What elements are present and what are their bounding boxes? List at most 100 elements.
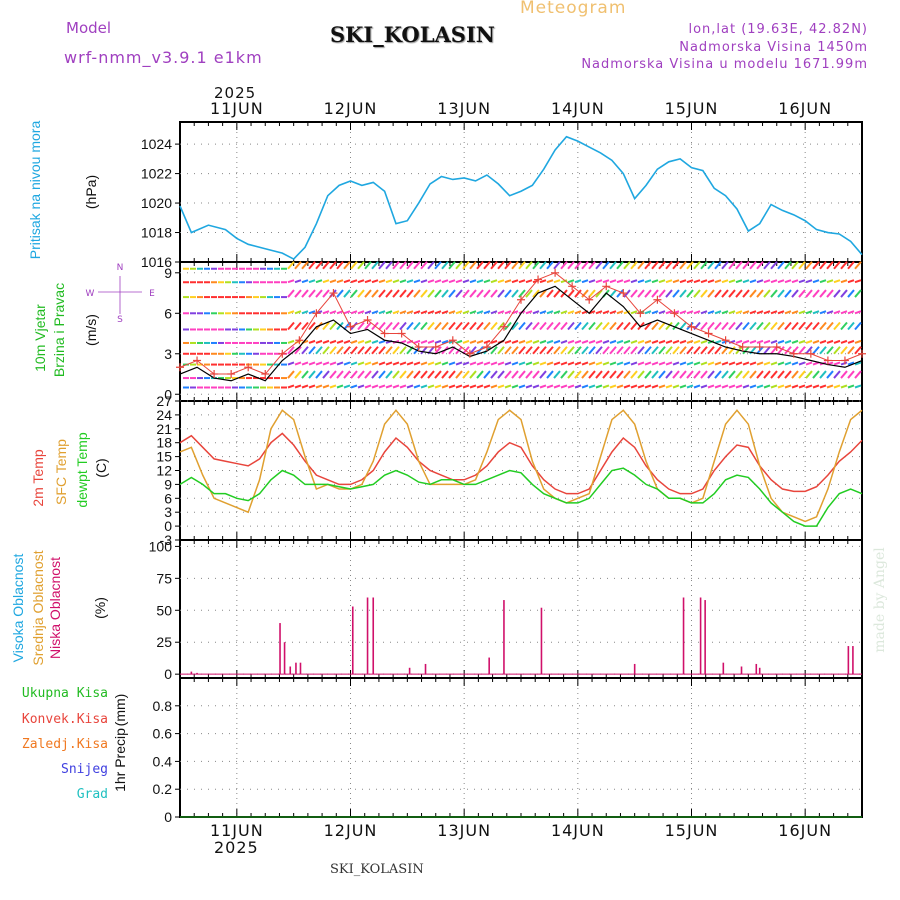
wind-arrow <box>343 361 351 366</box>
wind-arrow <box>476 261 484 270</box>
wind-arrow <box>392 310 400 315</box>
wind-arrow <box>812 321 820 331</box>
wind-arrow <box>532 310 540 315</box>
y-tick-label: 0 <box>164 518 172 534</box>
wind-arrow <box>469 346 477 355</box>
wind-arrow <box>441 361 449 366</box>
wind-arrow <box>651 339 659 344</box>
wind-arrow <box>546 310 554 315</box>
wind-arrow <box>679 289 687 298</box>
wind-arrow <box>819 384 827 389</box>
wind-arrow <box>721 310 729 315</box>
wind-arrow <box>469 279 477 284</box>
wind-arrow <box>742 261 750 270</box>
wind-arrow <box>308 279 316 284</box>
wind-arrow <box>714 370 722 379</box>
wind-arrow <box>749 361 757 366</box>
wind-arrow <box>308 289 316 298</box>
precip-legend-convective: Konvek.Kisa <box>21 712 108 727</box>
wind-arrow <box>539 370 547 379</box>
wind-arrow <box>497 310 505 315</box>
wind-arrow <box>707 261 715 270</box>
wind-arrow <box>651 289 659 298</box>
wind-arrow <box>329 279 337 284</box>
wind-arrow <box>560 384 568 389</box>
wind-arrow <box>637 361 645 366</box>
wind-arrow <box>301 279 309 284</box>
wind-arrow <box>693 339 701 344</box>
wind-arrow <box>672 370 680 379</box>
wind-arrow <box>350 384 358 389</box>
wind-arrow <box>686 370 694 379</box>
wind-arrow <box>763 321 771 331</box>
wind-arrow <box>644 346 652 355</box>
wind-arrow <box>791 384 799 389</box>
y-tick-label: 24 <box>156 407 172 423</box>
wind-arrow <box>511 370 519 379</box>
wind-arrow <box>490 310 498 315</box>
wind-gust-marker <box>789 349 798 358</box>
wind-arrow <box>294 261 302 270</box>
wind-arrow <box>308 346 316 355</box>
wind-arrow <box>441 339 449 344</box>
y-tick-label: 0 <box>164 809 172 825</box>
wind-arrow <box>560 321 568 331</box>
wind-arrow <box>833 261 841 270</box>
wind-arrow <box>798 370 806 379</box>
wind-arrow <box>658 310 666 315</box>
wind-arrow <box>588 321 596 331</box>
wind-arrow <box>406 361 414 366</box>
wind-arrow <box>301 384 309 389</box>
wind-arrow <box>539 346 547 355</box>
wind-arrow <box>483 310 491 315</box>
wind-arrow <box>532 321 540 331</box>
wind-arrow <box>329 361 337 366</box>
wind-gust-marker <box>482 343 491 352</box>
wind-arrow <box>406 370 414 379</box>
wind-arrow <box>322 370 330 379</box>
wind-arrow <box>434 346 442 355</box>
wind-arrow <box>644 279 652 284</box>
wind-arrow <box>784 310 792 315</box>
wind-arrow <box>301 261 309 270</box>
wind-arrow <box>735 289 743 298</box>
wind-arrow <box>371 310 379 315</box>
wind-arrow <box>392 370 400 379</box>
wind-gust-marker <box>840 356 849 365</box>
wind-arrow <box>357 384 365 389</box>
wind-arrow <box>448 370 456 379</box>
wind-arrow <box>693 261 701 270</box>
wind-arrow <box>763 310 771 315</box>
y-tick-label: 27 <box>156 393 172 409</box>
wind-arrow <box>364 261 372 270</box>
wind-arrow <box>350 310 358 315</box>
wind-arrow <box>448 384 456 389</box>
wind-arrow <box>728 279 736 284</box>
wind-arrow <box>497 361 505 366</box>
wind-arrow <box>336 261 344 270</box>
wind-arrow <box>798 346 806 355</box>
wind-arrow <box>455 339 463 344</box>
wind-arrow <box>686 384 694 389</box>
wind-arrow <box>385 261 393 270</box>
wind-arrow <box>637 261 645 270</box>
wind-arrow <box>833 321 841 331</box>
wind-arrow <box>854 346 862 355</box>
wind-arrow <box>294 384 302 389</box>
wind-arrow <box>777 289 785 298</box>
wind-arrow <box>707 361 715 366</box>
wind-arrow <box>315 261 323 270</box>
wind-arrow <box>413 289 421 298</box>
wind-arrow <box>301 346 309 355</box>
precip-legend-snow: Snijeg <box>61 762 108 777</box>
wind-arrow <box>462 384 470 389</box>
wind-arrow <box>651 370 659 379</box>
wind-arrow <box>700 261 708 270</box>
wind-arrow <box>392 321 400 331</box>
wind-arrow <box>644 339 652 344</box>
wind-arrow <box>700 289 708 298</box>
lonlat-readout: lon,lat (19.63E, 42.82N) <box>688 22 868 37</box>
wind-arrow <box>378 384 386 389</box>
wind-arrow <box>469 339 477 344</box>
wind-arrow <box>420 361 428 366</box>
